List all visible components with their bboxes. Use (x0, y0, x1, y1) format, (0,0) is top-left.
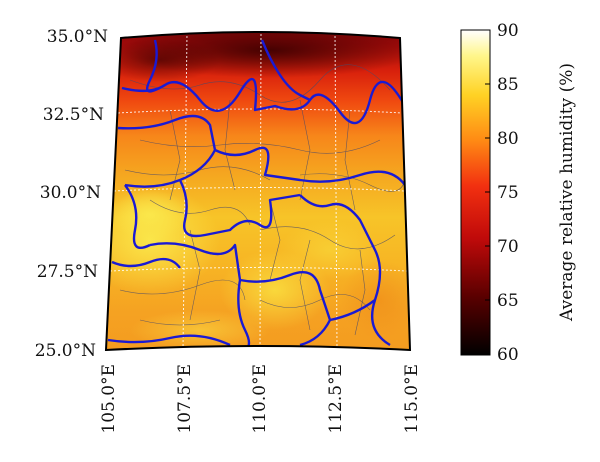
lon-label-110: 110.0°E (250, 364, 270, 434)
lat-label-35: 35.0°N (47, 27, 108, 47)
map-frame (104, 31, 412, 352)
colorbar-tick-80: 80 (497, 129, 519, 149)
lon-label-115: 115.0°E (402, 364, 422, 434)
humidity-field (106, 32, 410, 350)
latitude-labels: 35.0°N 32.5°N 30.0°N 27.5°N 25.0°N (35, 27, 108, 361)
colorbar-tick-70: 70 (497, 237, 519, 257)
colorbar-tick-75: 75 (497, 183, 519, 203)
lat-label-27-5: 27.5°N (37, 262, 98, 282)
lat-label-32-5: 32.5°N (43, 105, 104, 125)
colorbar-tick-65: 65 (497, 291, 519, 311)
lon-label-112-5: 112.5°E (326, 364, 346, 434)
graticule (109, 32, 408, 350)
province-borders (107, 39, 407, 350)
county-borders (119, 64, 406, 336)
colorbar-tick-90: 90 (497, 21, 519, 41)
colorbar-title: Average relative humidity (%) (557, 63, 577, 322)
longitude-labels: 105.0°E 107.5°E 110.0°E 112.5°E 115.0°E (99, 364, 422, 434)
lon-label-105: 105.0°E (99, 364, 119, 434)
colorbar: 90 85 80 75 70 65 60 Average relative hu… (460, 21, 577, 365)
colorbar-tick-85: 85 (497, 75, 519, 95)
lat-label-25: 25.0°N (35, 341, 96, 361)
lat-label-30: 30.0°N (40, 183, 101, 203)
colorbar-tick-60: 60 (497, 345, 519, 365)
lon-label-107-5: 107.5°E (175, 364, 195, 434)
